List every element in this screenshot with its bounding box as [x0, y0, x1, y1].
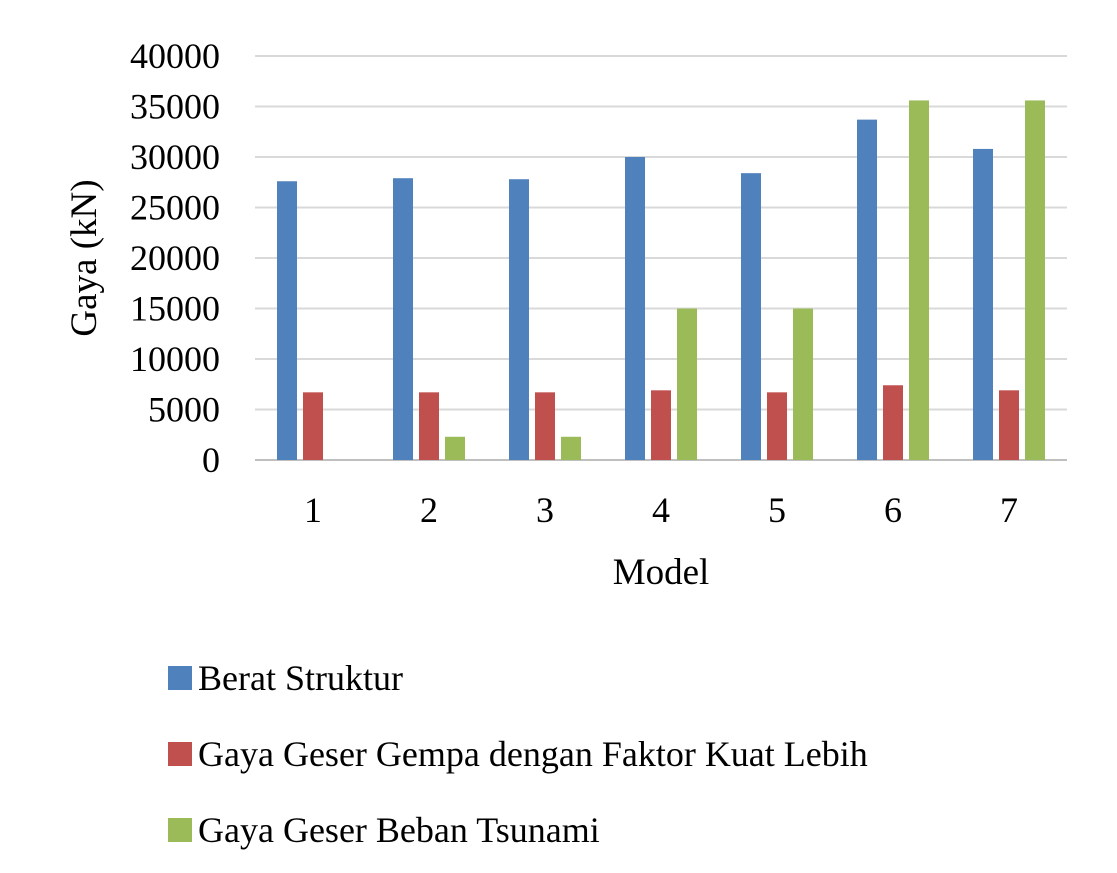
legend-label: Gaya Geser Gempa dengan Faktor Kuat Lebi…: [198, 734, 868, 774]
y-tick-label: 30000: [130, 137, 220, 177]
legend-item: Gaya Geser Beban Tsunami: [168, 792, 868, 868]
x-tick-label: 2: [420, 490, 438, 530]
bar: [793, 308, 813, 460]
y-tick-label: 40000: [130, 36, 220, 76]
bar: [277, 181, 297, 461]
y-tick-label: 5000: [148, 390, 220, 430]
y-tick-label: 25000: [130, 188, 220, 228]
x-tick-label: 5: [768, 490, 786, 530]
bar: [767, 392, 787, 460]
x-tick-label: 1: [304, 490, 322, 530]
bar: [973, 148, 993, 461]
bar: [625, 157, 645, 460]
bar: [1025, 100, 1045, 460]
bar: [857, 119, 877, 460]
legend-label: Gaya Geser Beban Tsunami: [198, 810, 600, 850]
legend: Berat Struktur Gaya Geser Gempa dengan F…: [168, 640, 868, 868]
x-tick-labels: 1 2 3 4 5 6 7: [304, 490, 1018, 530]
legend-swatch-berat-struktur: [168, 666, 192, 690]
bar: [999, 390, 1019, 460]
bar: [741, 173, 761, 460]
y-axis-label: Gaya (kN): [64, 179, 105, 336]
y-tick-label: 0: [202, 440, 220, 480]
x-axis-label: Model: [613, 552, 710, 593]
bar-chart: 0 5000 10000 15000 20000 25000 30000 35000 40000…: [64, 36, 1067, 593]
legend-swatch-gaya-geser-gempa: [168, 742, 192, 766]
x-tick-label: 3: [536, 490, 554, 530]
y-tick-labels: 0 5000 10000 15000 20000 25000 30000 35000 40000: [130, 36, 220, 480]
bars: [277, 100, 1045, 461]
legend-swatch-gaya-geser-tsunami: [168, 818, 192, 842]
legend-item: Gaya Geser Gempa dengan Faktor Kuat Lebi…: [168, 716, 868, 792]
bar: [535, 392, 555, 460]
bar: [561, 436, 581, 460]
bar: [509, 179, 529, 460]
x-tick-label: 7: [1000, 490, 1018, 530]
x-tick-label: 6: [884, 490, 902, 530]
bar: [303, 392, 323, 460]
legend-item: Berat Struktur: [168, 640, 868, 716]
bar: [909, 100, 929, 460]
y-tick-label: 20000: [130, 238, 220, 278]
bar: [651, 390, 671, 460]
y-tick-label: 35000: [130, 87, 220, 127]
bar: [445, 436, 465, 460]
bar: [419, 392, 439, 460]
x-tick-label: 4: [652, 490, 670, 530]
bar: [677, 308, 697, 460]
y-tick-label: 10000: [130, 339, 220, 379]
bar: [883, 385, 903, 460]
bar: [393, 178, 413, 460]
legend-label: Berat Struktur: [198, 658, 403, 698]
y-tick-label: 15000: [130, 289, 220, 329]
gridlines: [255, 55, 1067, 461]
